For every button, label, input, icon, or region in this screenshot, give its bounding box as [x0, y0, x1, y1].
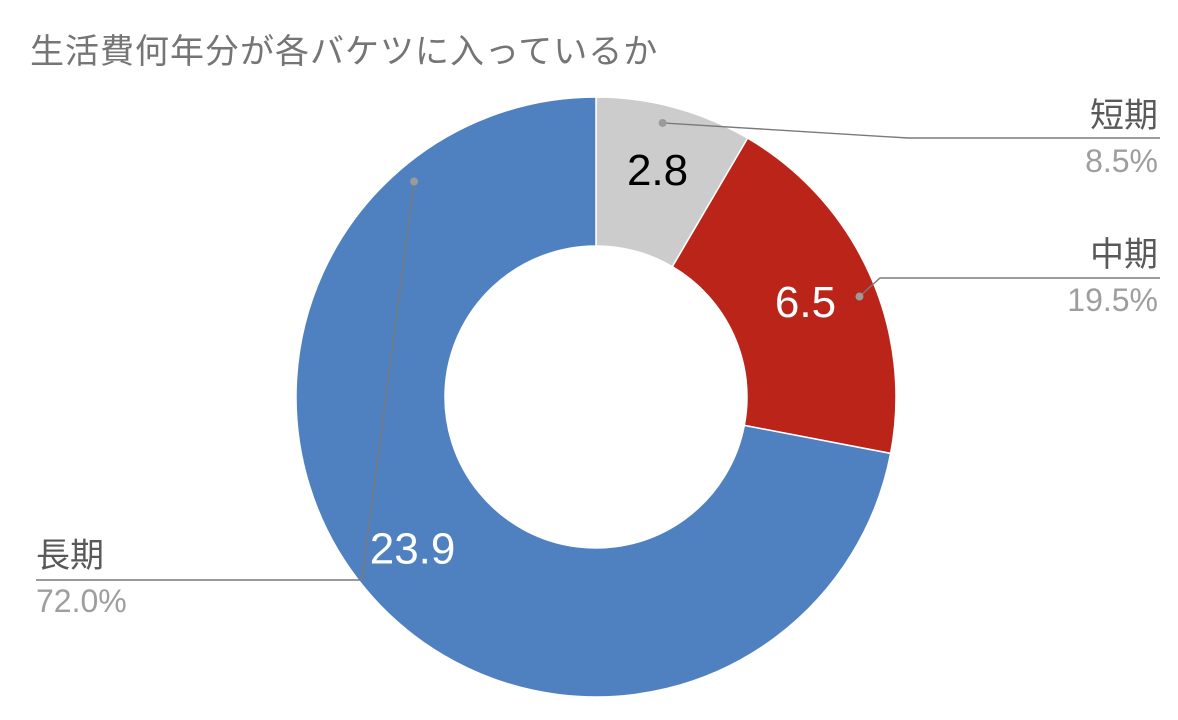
- chart-title: 生活費何年分が各バケツに入っているか: [30, 32, 659, 72]
- callout-dot-short: [658, 118, 667, 127]
- legend-name-long: 長期: [36, 536, 104, 576]
- callout-dot-long: [410, 177, 419, 186]
- legend-percent-mid: 19.5%: [1067, 282, 1158, 318]
- callout-line-mid: [859, 277, 1160, 298]
- value-label-short: 2.8: [627, 146, 688, 195]
- slice-mid: [671, 137, 897, 455]
- callout-dot-mid: [855, 292, 864, 301]
- labels-layer: 2.8 短期 8.5% 6.5 中期 19.5% 23.9 長期 72.0%: [36, 96, 1158, 619]
- slice-long: [295, 96, 892, 698]
- callouts-layer: [36, 118, 1160, 581]
- callout-line-long: [36, 181, 415, 581]
- legend-name-mid: 中期: [1090, 235, 1158, 275]
- slices-layer: [295, 96, 897, 698]
- legend-percent-short: 8.5%: [1085, 143, 1158, 179]
- legend-percent-long: 72.0%: [36, 583, 127, 619]
- value-label-mid: 6.5: [775, 278, 836, 327]
- callout-line-short: [662, 122, 1160, 139]
- legend-name-short: 短期: [1090, 96, 1158, 136]
- value-label-long: 23.9: [370, 525, 456, 574]
